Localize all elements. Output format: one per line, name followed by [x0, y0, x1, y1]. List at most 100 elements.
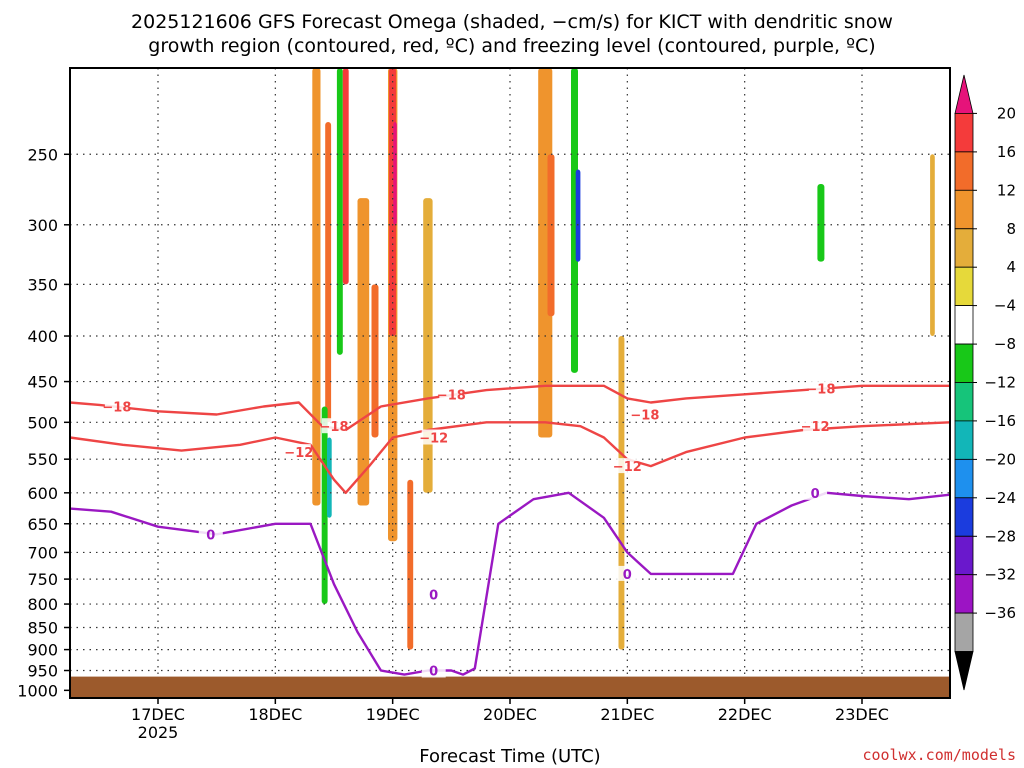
colorbar: 20 16 12 8 4 −4 −8 −12 −16 −20 −24 −28 −32 −36	[954, 74, 1016, 691]
colorbar-bin	[954, 189, 974, 230]
colorbar-label: −8	[994, 335, 1016, 353]
contour-line	[69, 384, 950, 432]
colorbar-label: −20	[984, 450, 1016, 468]
x-tick-label: 20DEC	[483, 705, 537, 724]
y-tick-label: 950	[27, 662, 58, 681]
colorbar-label: 8	[1006, 220, 1016, 238]
omega-cell	[589, 104, 596, 423]
y-tick-label: 550	[27, 450, 58, 469]
omega-cell	[423, 198, 433, 493]
omega-cell	[575, 169, 581, 262]
colorbar-label: −28	[984, 527, 1016, 545]
colorbar-top-triangle	[954, 74, 974, 114]
contour-label-bg	[286, 444, 311, 460]
omega-cell	[321, 406, 328, 604]
contour-line	[69, 491, 951, 676]
y-tick-label: 400	[27, 327, 58, 346]
colorbar-bin	[954, 535, 974, 576]
contour-label: −18	[320, 420, 349, 435]
omega-cell	[325, 122, 332, 423]
colorbar-bin	[954, 497, 974, 537]
grid-lines	[70, 68, 950, 698]
contour-label: −12	[613, 460, 642, 475]
colorbar-label: 4	[1006, 258, 1016, 276]
omega-cell	[824, 594, 830, 667]
plot-area: −18 −18 −18 −18 −18 −12 −12 −12 −12 0 0 0 0 0	[69, 67, 951, 699]
contour-label: −12	[284, 446, 313, 461]
omega-cell	[336, 68, 343, 355]
omega-cell	[342, 68, 349, 285]
colorbar-label: −12	[984, 374, 1016, 392]
contour-label-bg	[421, 429, 446, 445]
omega-cell	[900, 138, 906, 336]
colorbar-bin	[954, 113, 974, 153]
contour-label: −18	[102, 401, 131, 416]
omega-cell	[312, 68, 321, 506]
y-tick-label: 350	[27, 275, 58, 294]
colorbar-label: 12	[997, 181, 1016, 199]
colorbar-bin	[954, 151, 974, 191]
contour-label-bg	[421, 586, 446, 602]
contour-label: −18	[630, 409, 659, 424]
contour-label: −12	[801, 420, 830, 435]
colorbar-label: 20	[997, 104, 1016, 122]
x-tick-label: 18DEC	[248, 705, 302, 724]
colorbar-bin	[954, 228, 974, 268]
contour-label-bg	[421, 662, 446, 678]
contour-label: −12	[419, 432, 448, 447]
colorbar-bin	[954, 612, 974, 652]
y-tick-label: 900	[27, 641, 58, 660]
omega-cell	[547, 154, 555, 317]
contour-label: −18	[806, 382, 835, 397]
colorbar-bin	[954, 382, 974, 422]
y-tick-label: 600	[27, 484, 58, 503]
contour-layer: −18 −18 −18 −18 −18 −12 −12 −12 −12 0 0 0 0 0	[69, 380, 951, 680]
colorbar-label: 16	[997, 143, 1016, 161]
y-axis: 250 300 350 400 450 500 550 600 650 700 750 800 850 9…	[17, 145, 70, 700]
contour-label-bg	[439, 386, 464, 402]
x-tick-label: 21DEC	[600, 705, 654, 724]
y-tick-label: 650	[27, 515, 58, 534]
omega-cell	[654, 154, 659, 250]
colorbar-label: −16	[984, 412, 1016, 430]
omega-cell	[817, 184, 825, 262]
colorbar-bin	[954, 343, 974, 383]
contour-label: −18	[437, 388, 466, 403]
colorbar-bin	[954, 266, 974, 307]
ground-fill	[70, 676, 950, 698]
contour-label: 0	[623, 568, 632, 583]
x-tick-label: 17DEC	[131, 705, 185, 724]
colorbar-bin	[954, 458, 974, 499]
colorbar-label: −36	[984, 604, 1016, 622]
credit-link[interactable]: coolwx.com/models	[862, 746, 1016, 764]
y-tick-label: 250	[27, 145, 58, 164]
contour-label: 0	[811, 487, 820, 502]
y-tick-label: 850	[27, 619, 58, 638]
colorbar-label: −32	[984, 566, 1016, 584]
omega-shading-layer	[302, 68, 935, 667]
colorbar-label: −4	[994, 297, 1016, 315]
contour-line	[69, 421, 951, 494]
omega-cell	[930, 154, 935, 336]
colorbar-bottom-triangle	[954, 651, 974, 691]
chart-title-line-1: 2025121606 GFS Forecast Omega (shaded, −…	[131, 11, 893, 33]
y-tick-label: 700	[27, 543, 58, 562]
omega-cell	[571, 68, 578, 373]
chart-title-line-2: growth region (contoured, red, ºC) and f…	[148, 35, 875, 57]
colorbar-bin	[954, 574, 974, 614]
omega-cell	[407, 479, 414, 650]
contour-label: 0	[429, 588, 438, 603]
contour-label-bg	[615, 458, 640, 474]
ground-surface	[70, 676, 950, 698]
omega-cell	[393, 122, 397, 225]
contour-label-bg	[803, 484, 828, 500]
colorbar-label: −24	[984, 489, 1016, 507]
x-tick-label: 22DEC	[718, 705, 772, 724]
x-tick-sublabel: 2025	[138, 723, 179, 742]
colorbar-bin	[954, 420, 974, 460]
omega-cell	[371, 284, 379, 438]
y-tick-label: 1000	[17, 681, 58, 700]
x-axis-label: Forecast Time (UTC)	[419, 746, 600, 767]
